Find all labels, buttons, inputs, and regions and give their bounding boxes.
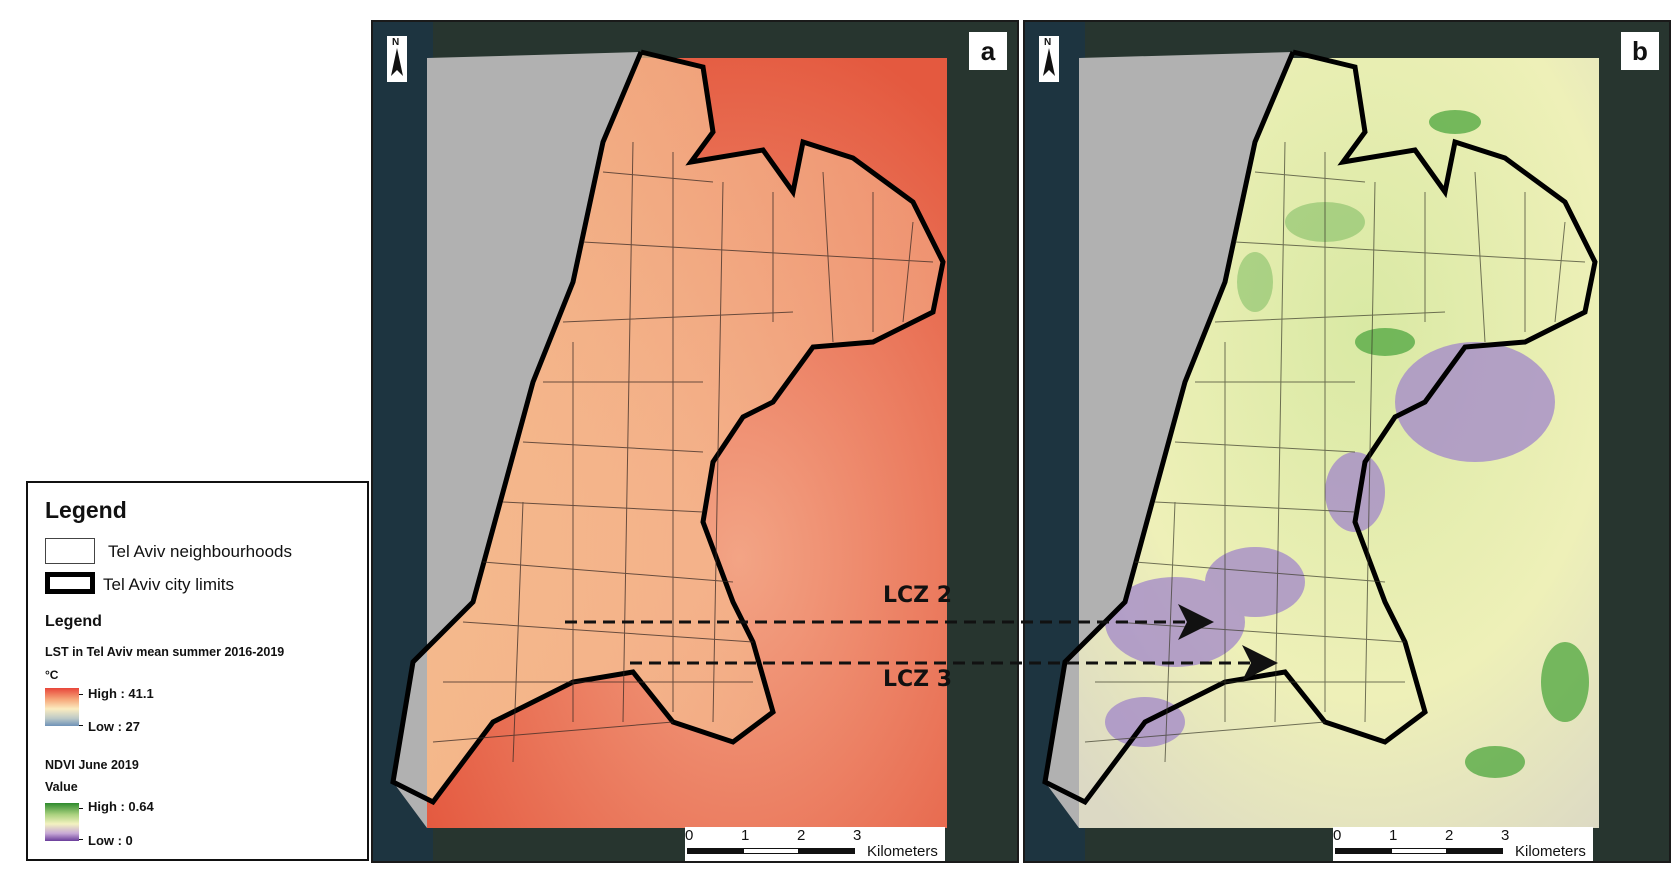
ndvi-map-panel: N b 0 1 2 3 Kilometers	[1023, 20, 1671, 863]
scale-tick: 1	[741, 827, 750, 844]
lst-low-label: Low : 27	[88, 719, 141, 734]
scale-tick: 3	[1501, 827, 1510, 844]
city-limits-label: Tel Aviv city limits	[103, 575, 234, 594]
neighbourhood-lines	[1084, 141, 1586, 763]
north-arrow-icon: N	[387, 36, 407, 82]
ndvi-low-label: Low : 0	[88, 833, 133, 848]
scale-tick: 0	[685, 827, 694, 844]
lcz2-label: LCZ 2	[883, 583, 953, 608]
legend-title: Legend	[45, 497, 127, 523]
lst-cool-zone	[393, 52, 943, 802]
city-limits-outline	[390, 49, 946, 806]
scale-segment	[1391, 848, 1447, 854]
city-limits-outline	[1042, 49, 1598, 806]
lst-unit: °C	[45, 668, 59, 682]
scale-segment	[799, 848, 855, 854]
scale-unit: Kilometers	[1515, 843, 1586, 860]
panel-label-a: a	[969, 32, 1007, 70]
neighbourhood-lines	[432, 141, 934, 763]
figure: N a 0 1 2 3 Kilometers	[371, 20, 1671, 863]
scale-bar: 0 1 2 3 Kilometers	[685, 827, 945, 861]
city-limits-symbol	[45, 572, 95, 594]
scale-unit: Kilometers	[867, 843, 938, 860]
ndvi-purple-patches	[1105, 342, 1555, 747]
scale-tick: 2	[797, 827, 806, 844]
ndvi-high-label: High : 0.64	[88, 799, 154, 814]
legend-box: Legend Tel Aviv neighbourhoods Tel Aviv …	[26, 481, 369, 861]
lst-color-ramp	[45, 688, 79, 726]
ramp-tick	[79, 808, 83, 809]
north-arrow-shape	[1043, 48, 1055, 76]
neighbourhoods-symbol	[45, 538, 95, 564]
ndvi-title: NDVI June 2019	[45, 758, 139, 772]
scale-segment	[743, 848, 799, 854]
scale-segment	[687, 848, 743, 854]
legend-subtitle: Legend	[45, 613, 102, 630]
lst-high-label: High : 41.1	[88, 686, 154, 701]
ramp-tick	[79, 839, 83, 840]
lst-map-panel: N a 0 1 2 3 Kilometers	[371, 20, 1019, 863]
scale-tick: 3	[853, 827, 862, 844]
scale-bar: 0 1 2 3 Kilometers	[1333, 827, 1593, 861]
scale-segment	[1447, 848, 1503, 854]
neighbourhoods-label: Tel Aviv neighbourhoods	[108, 542, 292, 561]
ramp-tick	[79, 725, 83, 726]
ndvi-color-ramp	[45, 803, 79, 841]
scale-tick: 1	[1389, 827, 1398, 844]
north-arrow-icon: N	[1039, 36, 1059, 82]
lst-title: LST in Tel Aviv mean summer 2016-2019	[45, 645, 285, 659]
scale-segment	[1335, 848, 1391, 854]
north-arrow-shape	[391, 48, 403, 76]
panel-label-b: b	[1621, 32, 1659, 70]
ramp-tick	[79, 694, 83, 695]
scale-tick: 2	[1445, 827, 1454, 844]
scale-tick: 0	[1333, 827, 1342, 844]
lst-map	[373, 22, 1017, 861]
ndvi-value-label: Value	[45, 780, 78, 794]
lcz3-label: LCZ 3	[883, 667, 953, 692]
ndvi-map	[1025, 22, 1669, 861]
